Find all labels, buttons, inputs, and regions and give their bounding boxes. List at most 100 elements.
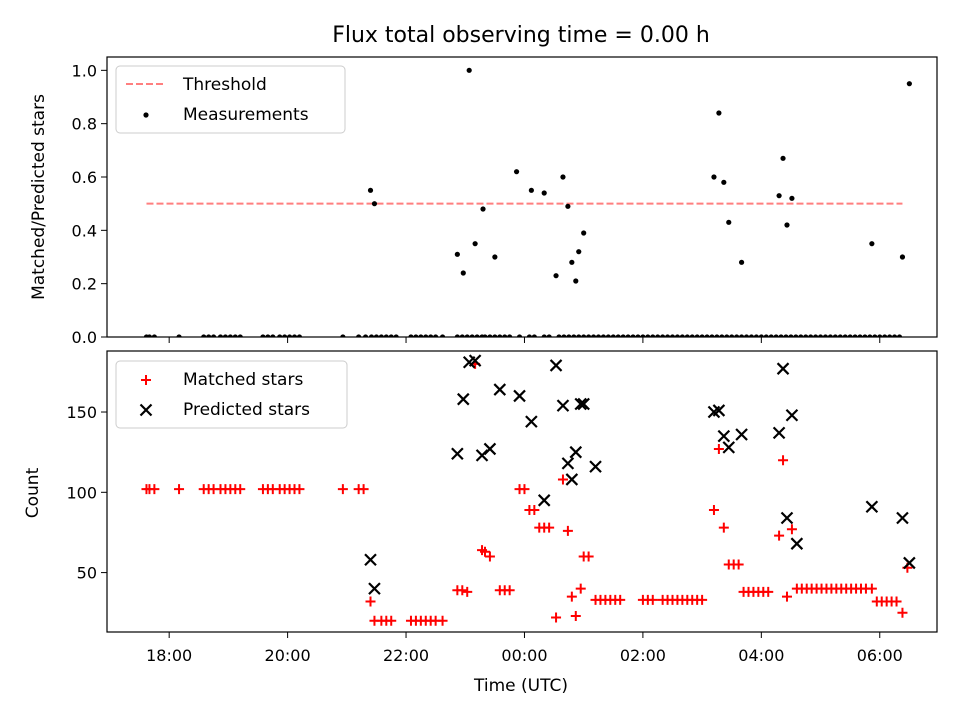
measurement-point [837,334,843,337]
measurement-point [630,334,636,337]
bottom-y-label: Count [23,467,43,518]
measurement-point [569,259,575,265]
measurement-point [887,334,893,337]
x-tick-label: 22:00 [383,646,429,665]
measurement-point [576,249,582,255]
measurement-point [492,254,498,260]
measurement-point [655,334,661,337]
measurement-point [286,334,293,337]
measurement-point [716,110,722,116]
measurement-point [780,155,786,161]
measurement-point [497,334,503,337]
measurement-point [610,334,616,337]
measurement-point [378,334,384,337]
predicted-star-point [735,428,748,441]
predicted-star-point [565,473,579,486]
measurement-point [487,334,493,337]
matched-star-point [570,610,581,621]
matched-star-point [866,583,877,594]
measurement-point [408,334,414,337]
matched-star-point [891,596,902,607]
predicted-star-point [865,500,879,514]
predicted-star-point [525,415,538,428]
measurement-point [832,334,838,337]
measurement-point [206,334,212,337]
matched-star-point [544,522,555,533]
matched-star-point [294,484,305,495]
measurement-point [778,334,784,337]
matched-star-point [457,585,468,596]
predicted-star-point [368,582,381,595]
measurement-point [808,334,814,337]
measurement-point [674,334,681,337]
measurement-point [541,190,547,196]
measurement-point [724,334,730,337]
predicted-star-point [717,429,731,443]
measurement-point [367,187,374,193]
measurement-point [726,219,732,225]
measurement-point [513,169,520,175]
measurement-point [704,334,710,337]
top-y-tick-label: 1.0 [72,61,97,80]
bottom-legend [115,360,348,429]
matched-star-point [551,612,562,623]
measurement-point [581,334,587,337]
matched-star-point [774,530,785,541]
measurement-point [146,334,153,337]
matched-star-point [781,591,792,602]
x-tick-label: 20:00 [265,646,311,665]
measurement-point [867,334,873,337]
measurement-point [768,334,774,337]
x-tick-label: 02:00 [620,646,666,665]
measurement-point [560,174,566,180]
matched-star-point [647,594,658,605]
predicted-star-point [451,447,464,461]
measurement-point [734,334,740,337]
measurement-point [201,334,207,337]
measurement-point [640,334,646,337]
measurement-point [877,334,883,337]
measurement-point [581,230,587,236]
legend-threshold-label: Threshold [182,75,267,95]
measurement-point [466,67,472,73]
measurement-point [507,334,513,337]
measurement-point [368,334,375,337]
matched-star-point [484,551,495,562]
matched-star-point [786,524,797,535]
predicted-star-point [712,404,726,417]
top-y-label: Matched/Predicted stars [29,94,49,300]
chart-title: Flux total observing time = 0.00 h [332,23,710,48]
legend-measurements-label: Measurements [183,105,309,125]
measurement-point [776,193,782,199]
measurement-point [773,334,779,337]
measurement-point [738,259,745,265]
measurement-point [813,334,819,337]
predicted-star-point [776,362,790,375]
measurement-point [371,201,378,207]
measurement-point [586,334,592,337]
measurement-point [645,334,651,337]
bottom-y-tick-label: 50 [77,564,97,583]
measurement-point [565,203,571,209]
measurement-point [277,334,283,337]
measurement-point [282,334,288,337]
measurement-point [882,334,888,337]
predicted-star-point [513,389,526,403]
measurement-point [803,334,809,337]
matched-star-point [897,607,908,618]
measurement-point [906,81,912,87]
measurement-point [232,334,238,337]
measurement-point [227,334,233,337]
matched-star-point [337,484,348,495]
measurement-point [891,334,898,337]
measurement-point [788,334,794,337]
measurement-point [464,334,470,337]
top-axes: 0.0 0.2 0.4 0.6 0.8 1.0 Threshold Measurements [72,56,938,347]
measurement-point [748,334,755,337]
measurement-point [842,334,848,337]
measurement-point [553,273,559,279]
measurement-point [615,334,621,337]
matched-star-point [733,559,744,570]
matched-star-point [365,596,376,607]
